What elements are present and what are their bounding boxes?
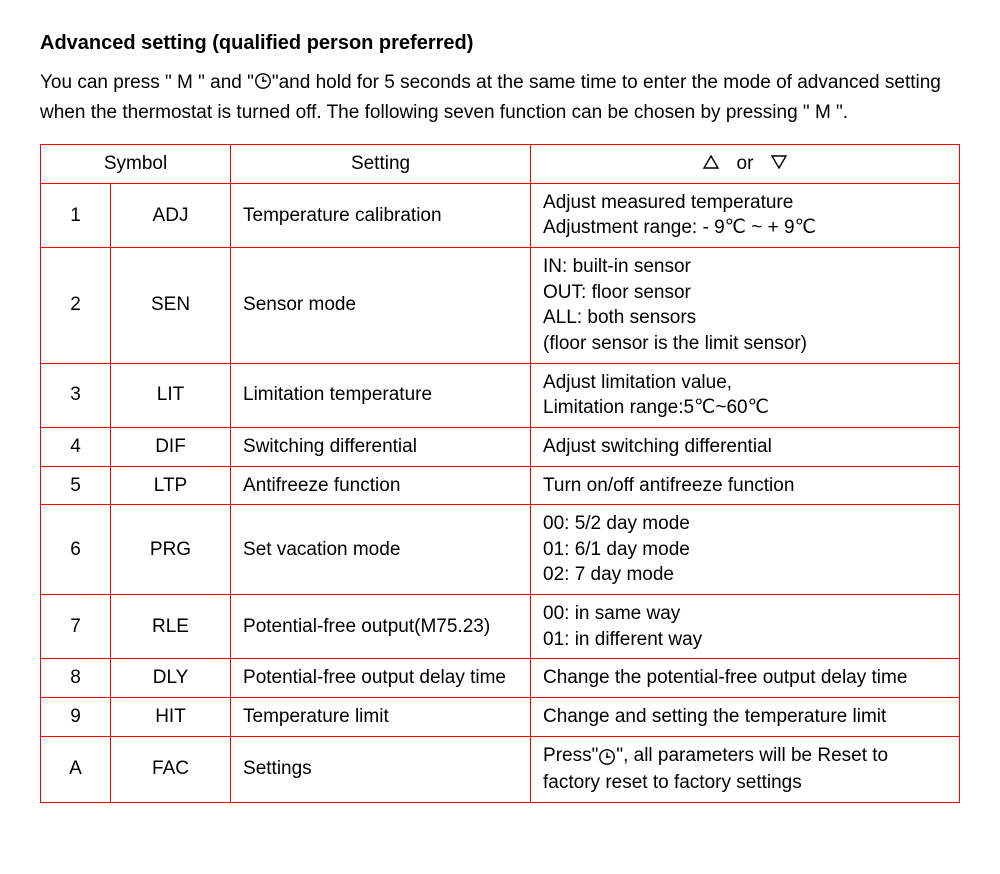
row-setting: Temperature limit — [231, 697, 531, 736]
row-setting: Set vacation mode — [231, 505, 531, 595]
row-symbol: DLY — [111, 659, 231, 698]
row-symbol: ADJ — [111, 183, 231, 247]
row-action: IN: built-in sensorOUT: floor sensorALL:… — [531, 248, 960, 364]
row-action: Adjust switching differential — [531, 427, 960, 466]
settings-table: Symbol Setting or 1ADJTemperature calibr… — [40, 144, 960, 803]
row-number: 2 — [41, 248, 111, 364]
header-symbol: Symbol — [41, 145, 231, 184]
row-action: Change and setting the temperature limit — [531, 697, 960, 736]
row-number: 1 — [41, 183, 111, 247]
row-symbol: LIT — [111, 363, 231, 427]
table-row: 4DIFSwitching differentialAdjust switchi… — [41, 427, 960, 466]
table-row: 8DLYPotential-free output delay timeChan… — [41, 659, 960, 698]
header-action: or — [531, 145, 960, 184]
row-action: Adjust limitation value,Limitation range… — [531, 363, 960, 427]
row-number: A — [41, 736, 111, 802]
row-number: 5 — [41, 466, 111, 505]
intro-part-1: You can press " M " and " — [40, 72, 254, 93]
row-setting: Potential-free output delay time — [231, 659, 531, 698]
row-setting: Settings — [231, 736, 531, 802]
row-setting: Sensor mode — [231, 248, 531, 364]
row-number: 9 — [41, 697, 111, 736]
table-row: 7RLEPotential-free output(M75.23)00: in … — [41, 595, 960, 659]
row-symbol: DIF — [111, 427, 231, 466]
table-row: 2SENSensor modeIN: built-in sensorOUT: f… — [41, 248, 960, 364]
row-symbol: LTP — [111, 466, 231, 505]
table-row: 1ADJTemperature calibrationAdjust measur… — [41, 183, 960, 247]
section-title: Advanced setting (qualified person prefe… — [40, 32, 960, 55]
table-row: 5LTPAntifreeze functionTurn on/off antif… — [41, 466, 960, 505]
row-number: 7 — [41, 595, 111, 659]
row-setting: Temperature calibration — [231, 183, 531, 247]
header-or: or — [737, 151, 754, 177]
clock-icon — [254, 71, 272, 99]
row-action: Change the potential-free output delay t… — [531, 659, 960, 698]
row-action: 00: in same way01: in different way — [531, 595, 960, 659]
row-number: 4 — [41, 427, 111, 466]
table-row: 3LITLimitation temperatureAdjust limitat… — [41, 363, 960, 427]
row-setting: Potential-free output(M75.23) — [231, 595, 531, 659]
row-setting: Switching differential — [231, 427, 531, 466]
table-row: AFACSettingsPress"", all parameters will… — [41, 736, 960, 802]
row-setting: Limitation temperature — [231, 363, 531, 427]
header-setting: Setting — [231, 145, 531, 184]
table-row: 6PRGSet vacation mode00: 5/2 day mode01:… — [41, 505, 960, 595]
row-action: Press"", all parameters will be Reset to… — [531, 736, 960, 802]
row-symbol: RLE — [111, 595, 231, 659]
table-row: 9HITTemperature limitChange and setting … — [41, 697, 960, 736]
row-action: Turn on/off antifreeze function — [531, 466, 960, 505]
row-symbol: HIT — [111, 697, 231, 736]
row-setting: Antifreeze function — [231, 466, 531, 505]
table-header-row: Symbol Setting or — [41, 145, 960, 184]
intro-text: You can press " M " and ""and hold for 5… — [40, 69, 960, 126]
row-symbol: SEN — [111, 248, 231, 364]
triangle-up-icon — [703, 151, 719, 177]
row-symbol: FAC — [111, 736, 231, 802]
clock-icon — [598, 745, 616, 771]
row-action: 00: 5/2 day mode01: 6/1 day mode02: 7 da… — [531, 505, 960, 595]
triangle-down-icon — [771, 151, 787, 177]
table-body: 1ADJTemperature calibrationAdjust measur… — [41, 183, 960, 802]
row-action: Adjust measured temperatureAdjustment ra… — [531, 183, 960, 247]
row-number: 3 — [41, 363, 111, 427]
row-number: 8 — [41, 659, 111, 698]
row-symbol: PRG — [111, 505, 231, 595]
row-number: 6 — [41, 505, 111, 595]
